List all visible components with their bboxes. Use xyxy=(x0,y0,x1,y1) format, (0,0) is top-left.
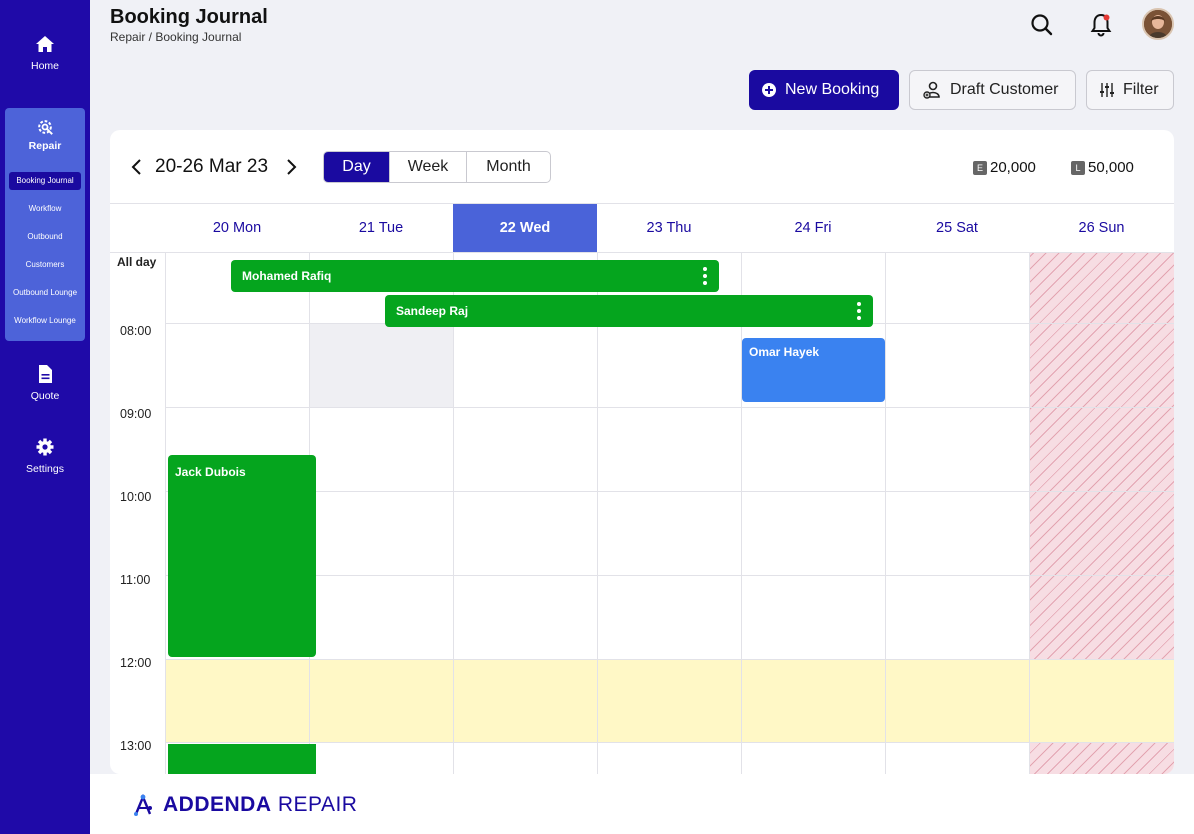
nav-settings-label: Settings xyxy=(26,463,64,475)
day-header-sun[interactable]: 26 Sun xyxy=(1078,220,1125,236)
sidebar: Home Repair Booking Journal Workflow Out… xyxy=(0,0,90,834)
event-jack-dubois[interactable]: Jack Dubois xyxy=(168,455,316,657)
counter-l-tag: L xyxy=(1071,160,1085,175)
grid-line xyxy=(165,252,166,774)
closed-day-hatch-lower xyxy=(1030,742,1174,774)
event-title: Omar Hayek xyxy=(749,345,820,359)
grid-line xyxy=(1029,252,1030,774)
event-mohamed-rafiq[interactable]: Mohamed Rafiq xyxy=(231,260,719,292)
event-title: Sandeep Raj xyxy=(396,304,469,318)
brand-name-rest: REPAIR xyxy=(277,793,358,816)
view-month-tab[interactable]: Month xyxy=(466,152,550,182)
time-label-1200: 12:00 xyxy=(120,656,152,670)
grid-line xyxy=(453,252,454,774)
avatar[interactable] xyxy=(1142,8,1174,40)
nav-repair-group: Repair Booking Journal Workflow Outbound… xyxy=(5,108,85,341)
new-booking-label: New Booking xyxy=(785,81,880,98)
more-options-icon[interactable] xyxy=(703,267,707,288)
draft-customer-label: Draft Customer xyxy=(950,81,1059,98)
time-label-1300: 13:00 xyxy=(120,739,152,753)
filter-button[interactable]: Filter xyxy=(1086,70,1174,110)
quote-icon xyxy=(39,365,52,383)
calendar-card: 20-26 Mar 23 Day Week Month E 20,000 L 5… xyxy=(110,130,1174,774)
counter-e-tag: E xyxy=(973,160,987,175)
nav-home[interactable]: Home xyxy=(0,34,90,72)
day-header-wed[interactable]: 22 Wed xyxy=(453,204,597,252)
sidebar-item-workflow[interactable]: Workflow xyxy=(28,204,62,213)
grid-line xyxy=(885,252,886,774)
draft-customer-icon xyxy=(923,81,940,99)
grid-line xyxy=(165,742,1174,743)
more-options-icon[interactable] xyxy=(857,302,861,323)
sidebar-item-customers[interactable]: Customers xyxy=(25,260,65,269)
nav-repair[interactable]: Repair xyxy=(5,118,85,152)
closed-day-hatch xyxy=(1030,252,1174,659)
grid-line xyxy=(110,252,1174,253)
counter-e: E 20,000 xyxy=(973,159,1036,176)
brand-mark-icon xyxy=(134,794,152,816)
avatar-image xyxy=(1144,10,1172,38)
nav-repair-label: Repair xyxy=(28,140,62,152)
sidebar-item-workflow-lounge[interactable]: Workflow Lounge xyxy=(14,316,76,325)
view-week-tab[interactable]: Week xyxy=(389,152,466,182)
day-header-thu[interactable]: 23 Thu xyxy=(646,220,692,236)
counter-l: L 50,000 xyxy=(1071,159,1134,176)
sidebar-item-outbound-lounge[interactable]: Outbound Lounge xyxy=(12,288,78,297)
time-label-0900: 09:00 xyxy=(120,407,152,421)
draft-customer-button[interactable]: Draft Customer xyxy=(909,70,1076,110)
sidebar-item-booking-journal[interactable]: Booking Journal xyxy=(9,172,81,190)
brand-logo: ADDENDA REPAIR xyxy=(133,793,357,817)
grid-line xyxy=(165,407,1174,408)
view-switcher: Day Week Month xyxy=(323,151,551,183)
filter-label: Filter xyxy=(1123,81,1159,98)
footer: ADDENDA REPAIR xyxy=(90,774,1194,834)
view-day-tab[interactable]: Day xyxy=(324,152,389,182)
settings-icon xyxy=(36,438,54,456)
filter-icon xyxy=(1100,83,1114,97)
day-header-fri[interactable]: 24 Fri xyxy=(794,220,832,236)
grid-line xyxy=(165,575,1174,576)
chevron-right-icon[interactable] xyxy=(284,158,298,176)
nav-home-label: Home xyxy=(30,60,59,72)
nav-quote[interactable]: Quote xyxy=(0,364,90,402)
grid-line xyxy=(165,491,1174,492)
search-icon[interactable] xyxy=(1029,12,1055,38)
date-range: 20-26 Mar 23 xyxy=(155,156,269,177)
time-label-0800: 08:00 xyxy=(120,324,152,338)
all-day-label: All day xyxy=(117,255,157,269)
bell-icon[interactable] xyxy=(1088,12,1114,38)
home-icon xyxy=(36,36,54,52)
day-header-tue[interactable]: 21 Tue xyxy=(358,220,404,236)
nav-settings[interactable]: Settings xyxy=(0,437,90,475)
counter-e-value: 20,000 xyxy=(990,159,1036,176)
chevron-left-icon[interactable] xyxy=(130,158,144,176)
plus-circle-icon xyxy=(762,83,776,97)
event-title: Mohamed Rafiq xyxy=(242,269,332,283)
breadcrumb: Repair / Booking Journal xyxy=(110,30,242,44)
page-title: Booking Journal xyxy=(110,6,268,28)
day-header-sat[interactable]: 25 Sat xyxy=(936,220,978,236)
event-sandeep-raj[interactable]: Sandeep Raj xyxy=(385,295,873,327)
day-header-mon[interactable]: 20 Mon xyxy=(212,220,262,236)
counter-l-value: 50,000 xyxy=(1088,159,1134,176)
brand-name-bold: ADDENDA xyxy=(163,793,272,816)
grid-line xyxy=(110,203,1174,204)
grid-line xyxy=(741,252,742,774)
event-omar-hayek[interactable]: Omar Hayek xyxy=(742,338,885,402)
event-continuation[interactable] xyxy=(168,744,316,774)
repair-icon xyxy=(38,120,53,135)
unavailable-slot xyxy=(310,324,453,407)
new-booking-button[interactable]: New Booking xyxy=(749,70,899,110)
grid-line xyxy=(165,659,1174,660)
nav-quote-label: Quote xyxy=(30,390,60,402)
sidebar-item-outbound[interactable]: Outbound xyxy=(27,232,63,241)
time-label-1100: 11:00 xyxy=(120,573,151,587)
time-label-1000: 10:00 xyxy=(120,490,152,504)
grid-line xyxy=(597,252,598,774)
event-title: Jack Dubois xyxy=(175,465,246,479)
lunch-break-band xyxy=(165,659,1174,742)
